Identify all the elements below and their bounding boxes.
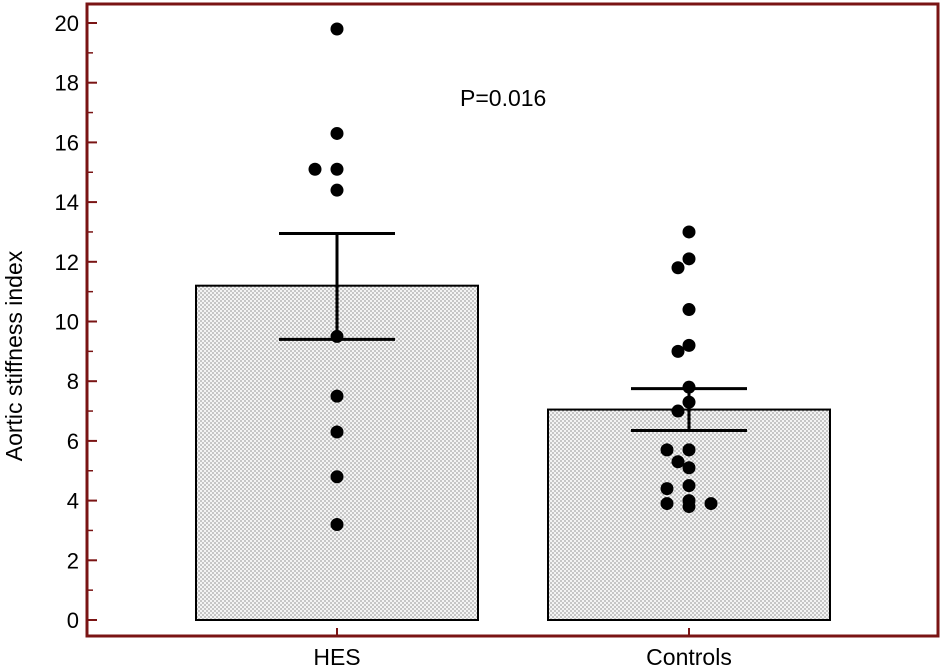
p-value-annotation: P=0.016 — [460, 85, 546, 111]
y-tick-label: 4 — [67, 489, 79, 514]
y-tick-label: 14 — [55, 190, 79, 215]
bar-controls — [547, 408, 831, 621]
data-point — [682, 225, 696, 239]
data-point — [704, 497, 718, 511]
data-point — [660, 497, 674, 511]
y-tick-label: 2 — [67, 548, 79, 573]
data-point — [330, 126, 344, 140]
x-tick-label: HES — [313, 644, 360, 670]
data-point — [660, 443, 674, 457]
data-point — [330, 22, 344, 36]
data-point — [682, 461, 696, 475]
y-tick-label: 18 — [55, 71, 79, 96]
y-tick-label: 10 — [55, 310, 79, 335]
data-point — [682, 500, 696, 514]
data-point — [330, 425, 344, 439]
data-point — [330, 389, 344, 403]
y-tick-label: 8 — [67, 369, 79, 394]
data-point — [682, 303, 696, 317]
plot-frame — [85, 2, 940, 638]
x-tick-label: Controls — [646, 644, 732, 670]
y-axis-title: Aortic stiffness index — [1, 250, 27, 461]
data-point — [682, 395, 696, 409]
data-point — [671, 261, 685, 275]
y-tick-label: 6 — [67, 429, 79, 454]
y-tick-label: 20 — [55, 11, 79, 36]
data-point — [330, 329, 344, 343]
y-tick-label: 12 — [55, 250, 79, 275]
data-point — [330, 183, 344, 197]
data-point — [682, 338, 696, 352]
data-point — [682, 443, 696, 457]
data-point — [671, 404, 685, 418]
data-point — [330, 470, 344, 484]
data-point — [660, 482, 674, 496]
data-point — [308, 162, 322, 176]
data-point — [671, 455, 685, 469]
data-point — [682, 252, 696, 266]
y-tick-label: 0 — [67, 608, 79, 633]
y-tick-label: 16 — [55, 130, 79, 155]
data-point — [682, 479, 696, 493]
data-point — [671, 344, 685, 358]
data-point — [682, 380, 696, 394]
data-point — [330, 517, 344, 531]
data-point — [330, 162, 344, 176]
